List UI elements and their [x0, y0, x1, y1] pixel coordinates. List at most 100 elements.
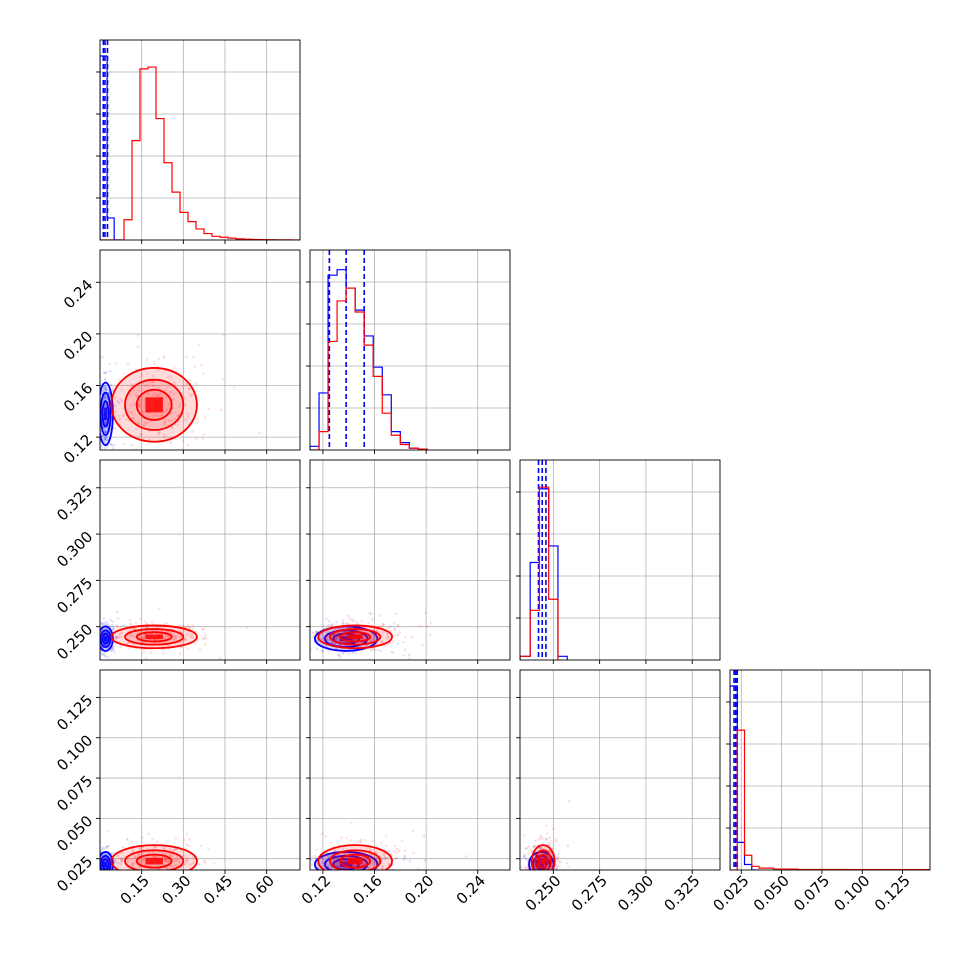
scatter-point-1 [546, 870, 549, 873]
scatter-point-1 [403, 855, 406, 859]
scatter-point-0 [290, 855, 293, 858]
scatter-point-0 [315, 630, 319, 633]
scatter-point-0 [353, 875, 356, 878]
scatter-point-0 [539, 870, 542, 873]
scatter-point-1 [342, 851, 346, 855]
scatter-point-1 [537, 876, 540, 879]
scatter-point-0 [110, 624, 114, 627]
scatter-point-1 [106, 830, 110, 833]
scatter-point-0 [97, 859, 100, 862]
scatter-point-0 [303, 847, 306, 850]
scatter-point-0 [114, 636, 118, 639]
xtick-label-1-1: 0.16 [349, 872, 385, 908]
scatter-point-1 [174, 635, 178, 638]
scatter-point-0 [102, 653, 105, 656]
scatter-point-0 [328, 619, 331, 623]
scatter-point-1 [335, 864, 339, 868]
scatter-point-0 [335, 857, 339, 861]
scatter-point-0 [320, 861, 324, 864]
scatter-point-1 [151, 380, 155, 383]
scatter-point-1 [337, 653, 340, 657]
scatter-point-1 [282, 641, 285, 644]
scatter-point-1 [137, 860, 141, 863]
scatter-point-0 [341, 621, 344, 625]
scatter-point-1 [341, 861, 345, 864]
scatter-point-1 [100, 630, 104, 634]
scatter-point-1 [538, 879, 541, 882]
scatter-point-0 [106, 871, 109, 874]
scatter-point-1 [142, 651, 146, 654]
scatter-point-1 [155, 840, 159, 844]
scatter-point-0 [342, 875, 345, 878]
scatter-point-1 [177, 405, 181, 409]
scatter-point-0 [100, 848, 103, 852]
scatter-point-1 [163, 636, 167, 639]
scatter-point-1 [140, 636, 144, 640]
scatter-point-1 [157, 431, 161, 434]
scatter-point-1 [145, 626, 148, 629]
scatter-point-1 [174, 417, 177, 421]
scatter-point-1 [170, 425, 174, 429]
scatter-point-0 [324, 617, 328, 621]
scatter-point-1 [396, 623, 400, 627]
panel-3-2: 0.250 0.275 0.300 0.325 [516, 669, 721, 915]
scatter-point-1 [526, 851, 530, 855]
scatter-point-0 [346, 870, 349, 873]
panel-content-2-1 [282, 611, 433, 660]
scatter-point-0 [371, 633, 375, 637]
scatter-point-1 [329, 866, 333, 870]
scatter-point-1 [191, 624, 195, 627]
scatter-point-1 [121, 414, 125, 418]
scatter-point-0 [351, 651, 354, 654]
scatter-point-1 [131, 863, 134, 867]
scatter-point-0 [112, 446, 115, 450]
scatter-point-1 [429, 622, 433, 625]
scatter-point-0 [402, 857, 406, 861]
scatter-point-1 [396, 851, 399, 855]
scatter-point-0 [97, 653, 100, 656]
scatter-point-0 [103, 395, 107, 399]
scatter-point-1 [396, 633, 400, 636]
scatter-point-1 [142, 636, 146, 639]
scatter-point-1 [162, 410, 166, 413]
scatter-point-1 [149, 651, 153, 655]
scatter-point-0 [536, 875, 539, 878]
scatter-point-0 [100, 621, 103, 625]
scatter-point-1 [186, 412, 189, 415]
scatter-point-1 [330, 841, 333, 845]
scatter-point-1 [147, 876, 150, 879]
scatter-point-1 [131, 642, 134, 646]
scatter-point-1 [538, 871, 541, 874]
scatter-point-1 [393, 849, 396, 853]
scatter-point-0 [102, 452, 105, 455]
scatter-point-1 [131, 849, 135, 852]
scatter-point-0 [339, 882, 342, 885]
scatter-point-1 [219, 408, 223, 412]
scatter-point-0 [396, 642, 400, 645]
scatter-point-1 [116, 617, 120, 620]
scatter-point-1 [123, 855, 127, 859]
scatter-point-1 [173, 366, 177, 370]
scatter-point-1 [139, 630, 142, 634]
scatter-point-0 [106, 881, 109, 884]
scatter-point-1 [323, 853, 326, 857]
scatter-point-0 [341, 619, 345, 622]
scatter-point-1 [388, 641, 392, 645]
scatter-point-1 [524, 847, 528, 850]
scatter-point-1 [367, 866, 371, 870]
scatter-point-1 [156, 873, 159, 876]
scatter-point-1 [183, 838, 186, 842]
density-core-1 [347, 857, 363, 865]
scatter-point-1 [132, 872, 135, 875]
scatter-point-0 [104, 403, 107, 407]
scatter-point-1 [385, 885, 388, 888]
scatter-point-1 [375, 642, 379, 645]
scatter-point-1 [148, 438, 152, 442]
scatter-point-0 [94, 644, 97, 647]
scatter-point-1 [344, 860, 347, 864]
scatter-point-0 [110, 876, 113, 879]
scatter-point-1 [352, 872, 355, 875]
scatter-point-1 [139, 433, 143, 437]
scatter-point-1 [362, 635, 366, 639]
scatter-point-1 [185, 832, 189, 836]
